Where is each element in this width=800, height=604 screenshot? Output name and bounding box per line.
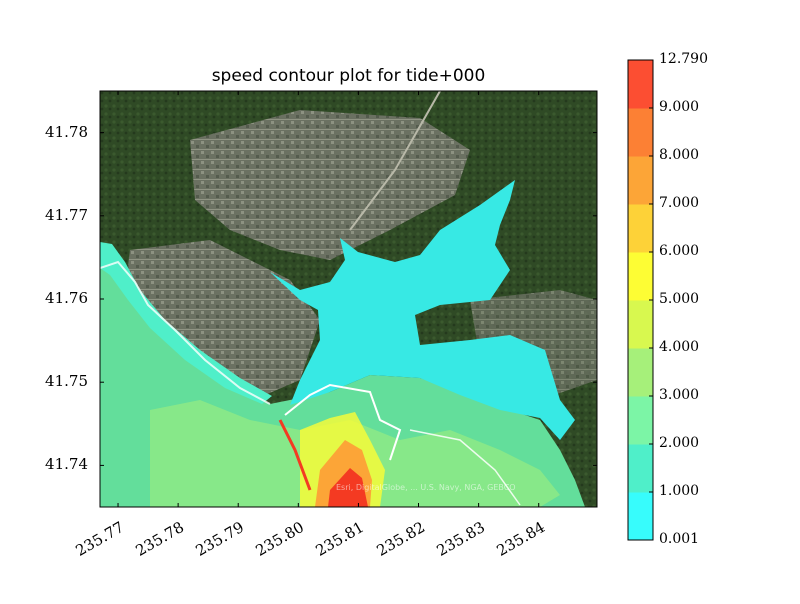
colorbar-band — [628, 492, 653, 541]
jetty-south — [278, 419, 312, 491]
colorbar-band — [628, 60, 653, 109]
colorbar-tick-label: 2.000 — [659, 435, 700, 451]
colorbar-band — [628, 444, 653, 493]
channel-outline — [409, 429, 521, 506]
colorbar-band — [628, 108, 653, 157]
road-highway — [349, 91, 441, 231]
colorbar-tick-label: 8.000 — [659, 147, 700, 163]
satellite-town-north — [190, 110, 470, 260]
axis-ticks — [100, 91, 597, 507]
colorbar-tick-label: 6.000 — [659, 243, 700, 259]
chart-title: speed contour plot for tide+000 — [211, 66, 486, 86]
colorbar-tick-label: 5.000 — [659, 291, 700, 307]
colorbar-tick-label: 7.000 — [659, 195, 700, 211]
y-tick-label: 41.74 — [45, 455, 88, 474]
estuary-contour-fill — [270, 180, 575, 440]
y-tick-label: 41.78 — [45, 122, 88, 141]
colorbar-band — [628, 204, 653, 253]
y-tick-label: 41.75 — [45, 372, 88, 391]
colorbar-band — [628, 300, 653, 349]
colorbar-band — [628, 156, 653, 205]
colorbar-frame — [627, 59, 654, 541]
y-tick-label: 41.77 — [45, 205, 88, 224]
colorbar — [628, 59, 653, 541]
colorbar-band — [628, 396, 653, 445]
colorbar-tick-label: 12.790 — [659, 51, 708, 67]
colorbar-band — [628, 252, 653, 301]
y-tick-label: 41.76 — [45, 289, 88, 307]
colorbar-band — [628, 348, 653, 397]
satellite-town-west — [125, 240, 320, 395]
colorbar-tick-label: 0.001 — [659, 531, 700, 547]
map-attribution: Esri, DigitalGlobe, ... U.S. Navy, NGA, … — [336, 483, 516, 492]
jetty-north — [284, 383, 402, 461]
colorbar-tick-label: 9.000 — [659, 99, 700, 115]
shore-contour-strip — [100, 242, 272, 404]
highspeed-contour-red — [328, 468, 368, 507]
colorbar-tick-label: 3.000 — [659, 387, 700, 403]
colorbar-tick-label: 1.000 — [659, 483, 700, 499]
shoreline-outline — [100, 260, 271, 405]
colorbar-tick-label: 4.000 — [659, 339, 700, 355]
